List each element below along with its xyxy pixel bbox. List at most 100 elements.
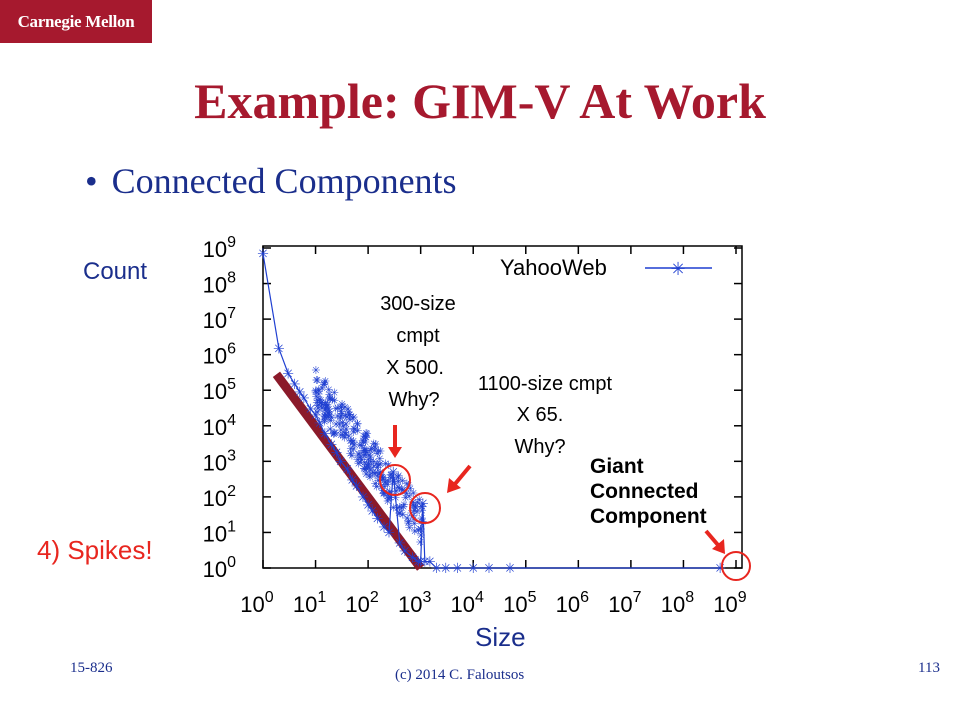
x-tick-label: 101 [293, 589, 326, 617]
cluster-point: ✳ [353, 418, 362, 431]
cluster-point: ✳ [409, 513, 418, 526]
cluster-point: ✳ [322, 400, 331, 413]
cluster-point: ✳ [347, 450, 356, 463]
cluster-point: ✳ [403, 512, 412, 525]
cluster-point: ✳ [377, 471, 386, 484]
cluster-point: ✳ [313, 394, 322, 407]
y-tick-label: 107 [203, 305, 236, 333]
noise-cluster: ✳✳✳✳✳✳✳✳✳✳✳✳✳✳✳✳✳✳✳✳✳✳✳✳✳✳✳✳✳✳✳✳✳✳✳✳✳✳✳✳… [311, 364, 428, 549]
annotation-1100-line1: 1100-size cmpt [478, 373, 613, 395]
bullet-dot-icon: • [85, 161, 98, 201]
cluster-point: ✳ [319, 378, 328, 391]
data-point: ✳ [714, 561, 726, 577]
cluster-point: ✳ [340, 401, 349, 414]
giant-label-line1: Giant [590, 455, 644, 478]
data-point: ✳ [310, 408, 322, 424]
y-tick-label: 101 [203, 518, 236, 546]
cluster-point: ✳ [342, 411, 351, 424]
cluster-point: ✳ [324, 383, 333, 396]
data-point: ✳ [415, 555, 427, 571]
data-point: ✳ [431, 561, 443, 577]
cluster-point: ✳ [393, 502, 402, 515]
cluster-point: ✳ [353, 424, 362, 437]
cluster-point: ✳ [362, 427, 371, 440]
cluster-point: ✳ [320, 408, 329, 421]
arrow-1100-head [447, 478, 461, 493]
cluster-point: ✳ [336, 424, 345, 437]
cluster-point: ✳ [320, 414, 329, 427]
cluster-point: ✳ [360, 462, 369, 475]
cluster-point: ✳ [362, 432, 371, 445]
cluster-point: ✳ [367, 442, 376, 455]
cluster-point: ✳ [346, 443, 355, 456]
y-axis-label: Count [83, 258, 148, 285]
cluster-point: ✳ [332, 418, 341, 431]
data-point: ✳ [419, 555, 431, 571]
cluster-point: ✳ [415, 493, 424, 506]
cluster-point: ✳ [313, 400, 322, 413]
cluster-point: ✳ [359, 444, 368, 457]
cluster-point: ✳ [404, 517, 413, 530]
data-point: ✳ [294, 385, 306, 401]
cluster-point: ✳ [413, 506, 422, 519]
cluster-point: ✳ [405, 490, 414, 503]
cluster-point: ✳ [317, 402, 326, 415]
cluster-point: ✳ [311, 364, 320, 377]
y-tick-label: 108 [203, 270, 236, 298]
series-line [262, 253, 721, 569]
cluster-point: ✳ [324, 408, 333, 421]
cluster-point: ✳ [381, 457, 390, 470]
annotation-300-line1: 300-size [380, 293, 456, 315]
cluster-point: ✳ [379, 487, 388, 500]
cluster-point: ✳ [373, 470, 382, 483]
data-point: ✳ [298, 391, 310, 407]
cluster-point: ✳ [362, 459, 371, 472]
cluster-point: ✳ [414, 524, 423, 537]
cluster-point: ✳ [386, 471, 395, 484]
cluster-point: ✳ [393, 471, 402, 484]
cluster-point: ✳ [372, 481, 381, 494]
x-tick-label: 104 [451, 589, 484, 617]
data-point: ✳ [305, 402, 317, 418]
cluster-point: ✳ [389, 473, 398, 486]
data-point: ✳ [346, 473, 358, 489]
cluster-point: ✳ [314, 385, 323, 398]
x-tick-label: 102 [345, 589, 378, 617]
cluster-point: ✳ [336, 412, 345, 425]
data-point: ✳ [351, 479, 363, 495]
cluster-point: ✳ [369, 460, 378, 473]
cluster-point: ✳ [337, 406, 346, 419]
cluster-point: ✳ [320, 377, 329, 390]
y-tick-label: 104 [203, 412, 236, 440]
data-point: ✳ [424, 555, 436, 571]
data-point: ✳ [399, 544, 411, 560]
cluster-point: ✳ [361, 444, 370, 457]
highlight-giant-circle [721, 551, 751, 581]
cluster-point: ✳ [329, 428, 338, 441]
y-tick-label: 106 [203, 341, 236, 369]
cluster-point: ✳ [333, 402, 342, 415]
cluster-point: ✳ [364, 461, 373, 474]
y-tick-label: 105 [203, 376, 236, 404]
cluster-point: ✳ [361, 430, 370, 443]
cluster-point: ✳ [369, 455, 378, 468]
data-point: ✳ [371, 511, 383, 527]
cluster-point: ✳ [321, 397, 330, 410]
cluster-point: ✳ [390, 477, 399, 490]
cluster-point: ✳ [377, 471, 386, 484]
data-point: ✳ [331, 445, 343, 461]
cluster-point: ✳ [321, 411, 330, 424]
cluster-point: ✳ [318, 382, 327, 395]
cluster-point: ✳ [378, 473, 387, 486]
arrow-300-head [388, 447, 402, 458]
cluster-point: ✳ [370, 444, 379, 457]
cluster-point: ✳ [320, 410, 329, 423]
cluster-point: ✳ [360, 445, 369, 458]
cluster-point: ✳ [387, 468, 396, 481]
cluster-point: ✳ [312, 391, 321, 404]
cluster-point: ✳ [385, 486, 394, 499]
cluster-point: ✳ [311, 386, 320, 399]
data-point: ✳ [362, 498, 374, 514]
cluster-point: ✳ [369, 438, 378, 451]
